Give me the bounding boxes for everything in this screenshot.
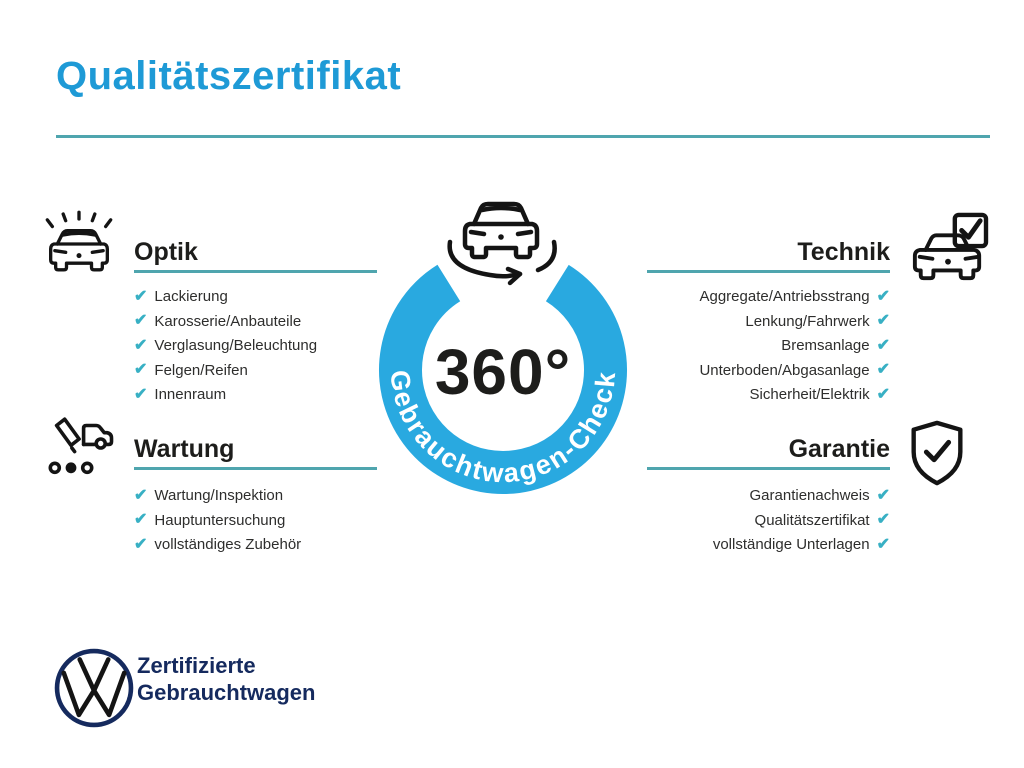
check-icon: ✔ [876, 486, 890, 504]
car-checkbox-icon [912, 212, 989, 281]
checklist-item: ✔ Innenraum [134, 386, 317, 404]
checklist-item: Lenkung/Fahrwerk ✔ [745, 313, 890, 331]
check-icon: ✔ [876, 361, 890, 379]
checklist-item: Garantienachweis ✔ [750, 487, 890, 505]
360-check-badge-ring: Gebrauchtwagen-Check [379, 246, 627, 494]
check-icon: ✔ [134, 287, 148, 305]
degree-label: 360° [434, 336, 572, 408]
check-icon: ✔ [134, 511, 148, 529]
check-icon: ✔ [876, 287, 890, 305]
checklist-item: vollständige Unterlagen ✔ [713, 536, 890, 554]
checklist-item: Bremsanlage ✔ [781, 337, 890, 355]
checklist-item: ✔ vollständiges Zubehör [134, 536, 301, 554]
checklist-item-label: Sicherheit/Elektrik [749, 386, 870, 404]
footer-brand-text: Zertifizierte Gebrauchtwagen [137, 652, 315, 706]
checklist-item: ✔ Lackierung [134, 288, 317, 306]
section-heading-technik: Technik [797, 238, 890, 266]
checklist-item: Unterboden/Abgasanlage ✔ [699, 362, 890, 380]
vw-logo [54, 648, 134, 728]
check-icon: ✔ [134, 385, 148, 403]
check-icon: ✔ [134, 336, 148, 354]
check-icon: ✔ [134, 535, 148, 553]
garantie-checklist: Garantienachweis ✔ Qualitätszertifikat ✔ vol… [713, 487, 890, 554]
check-icon: ✔ [134, 312, 148, 330]
shield-check-icon [911, 420, 963, 486]
check-icon: ✔ [876, 385, 890, 403]
wartung-checklist: ✔ Wartung/Inspektion ✔ Hauptuntersuchung ✔ vo… [134, 487, 301, 554]
check-icon: ✔ [876, 511, 890, 529]
service-record-icon [48, 417, 114, 475]
section-heading-wartung: Wartung [134, 435, 235, 463]
checklist-item-label: Qualitätszertifikat [754, 511, 870, 529]
checklist-item: ✔ Felgen/Reifen [134, 362, 317, 380]
section-heading-optik: Optik [134, 238, 198, 266]
footer-brand-line1: Zertifizierte [137, 653, 256, 678]
checklist-item-label: Garantienachweis [749, 487, 870, 505]
checklist-item-label: Wartung/Inspektion [154, 487, 284, 505]
section-underline [134, 270, 377, 273]
section-underline [134, 467, 377, 470]
checklist-item-label: Aggregate/Antriebsstrang [699, 288, 870, 306]
checklist-item: Sicherheit/Elektrik ✔ [750, 386, 890, 404]
checklist-item-label: vollständiges Zubehör [154, 536, 302, 554]
checklist-item-label: Innenraum [154, 386, 227, 404]
check-icon: ✔ [876, 336, 890, 354]
checklist-item-label: Karosserie/Anbauteile [154, 312, 302, 330]
checklist-item: ✔ Wartung/Inspektion [134, 487, 301, 505]
checklist-item-label: Bremsanlage [781, 337, 870, 355]
checklist-item-label: vollständige Unterlagen [712, 536, 870, 554]
checklist-item: Qualitätszertifikat ✔ [755, 512, 890, 530]
checklist-item: ✔ Karosserie/Anbauteile [134, 313, 317, 331]
checklist-item-label: Felgen/Reifen [154, 361, 248, 379]
checklist-item: ✔ Verglasung/Beleuchtung [134, 337, 317, 355]
checklist-item-label: Lackierung [154, 288, 228, 306]
shiny-car-icon [45, 210, 113, 272]
technik-checklist: Aggregate/Antriebsstrang ✔ Lenkung/Fahrwer… [699, 288, 890, 404]
checklist-item-label: Lenkung/Fahrwerk [745, 312, 870, 330]
section-heading-garantie: Garantie [788, 435, 890, 463]
title-divider [56, 135, 990, 138]
car-360-rotation-icon [447, 201, 557, 286]
check-icon: ✔ [134, 486, 148, 504]
footer-brand-line2: Gebrauchtwagen [137, 680, 316, 705]
page-title: Qualitätszertifikat [56, 54, 402, 98]
checklist-item-label: Hauptuntersuchung [154, 511, 286, 529]
checklist-item: Aggregate/Antriebsstrang ✔ [699, 288, 890, 306]
checklist-item-label: Verglasung/Beleuchtung [154, 337, 318, 355]
section-underline [647, 467, 890, 470]
checklist-item: ✔ Hauptuntersuchung [134, 512, 301, 530]
check-icon: ✔ [876, 535, 890, 553]
check-icon: ✔ [134, 361, 148, 379]
checklist-item-label: Unterboden/Abgasanlage [699, 361, 870, 379]
check-icon: ✔ [876, 312, 890, 330]
optik-checklist: ✔ Lackierung ✔ Karosserie/Anbauteile ✔ Vergla… [134, 288, 317, 404]
section-underline [647, 270, 890, 273]
